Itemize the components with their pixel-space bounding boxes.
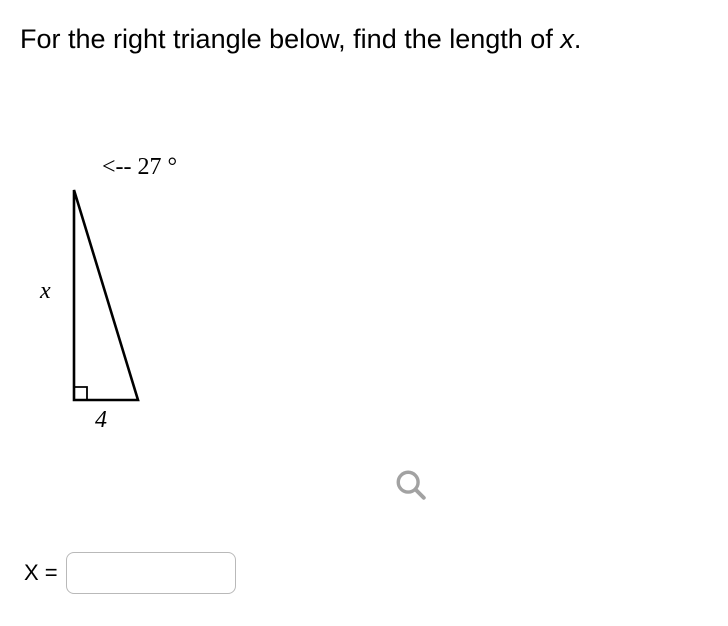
answer-label: X =: [24, 560, 58, 586]
prompt-text-suffix: .: [574, 24, 582, 54]
side-x-label: x: [40, 278, 51, 305]
magnifier-icon[interactable]: [394, 468, 428, 502]
angle-label: <-- 27 °: [102, 154, 177, 181]
side-base-label: 4: [95, 407, 107, 434]
prompt-variable: x: [560, 24, 574, 54]
triangle-svg: [40, 150, 260, 440]
question-prompt: For the right triangle below, find the l…: [20, 24, 581, 55]
answer-input[interactable]: [66, 552, 236, 594]
prompt-text-prefix: For the right triangle below, find the l…: [20, 24, 560, 54]
answer-row: X =: [24, 552, 236, 594]
triangle-figure: <-- 27 ° x 4: [40, 150, 260, 440]
